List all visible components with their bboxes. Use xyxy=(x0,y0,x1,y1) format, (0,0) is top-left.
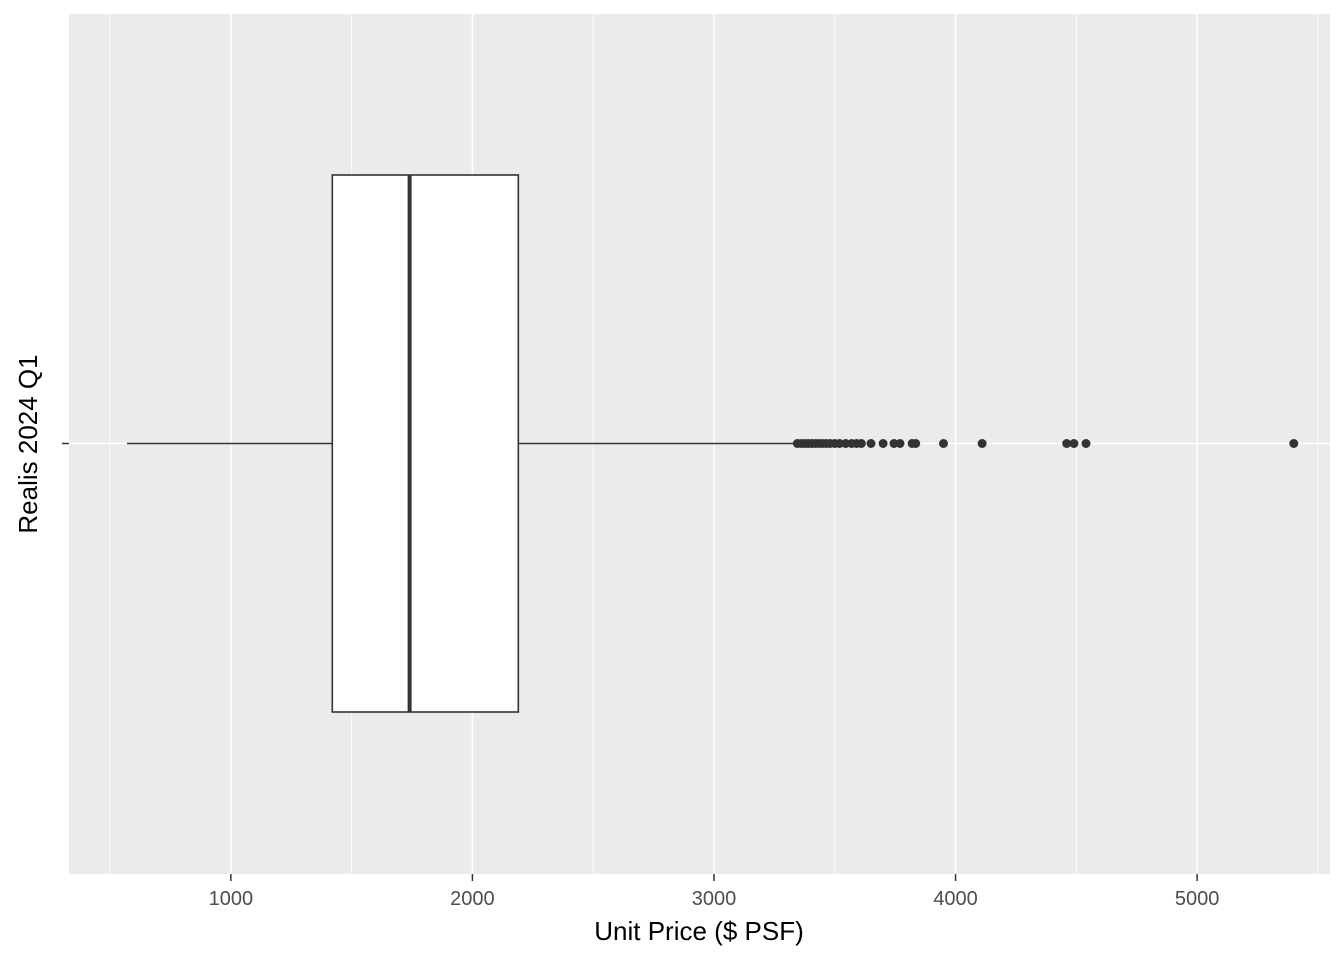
outlier-point xyxy=(856,439,866,448)
interquartile-box xyxy=(331,174,520,713)
x-tick-label: 2000 xyxy=(450,888,495,910)
outlier-point xyxy=(1069,439,1079,448)
outlier-point xyxy=(977,439,987,448)
x-tick-label: 5000 xyxy=(1175,888,1220,910)
y-axis-title: Realis 2024 Q1 xyxy=(13,354,43,533)
x-tick-label: 1000 xyxy=(209,888,254,910)
x-axis-ticks xyxy=(230,874,1198,881)
outlier-points xyxy=(792,439,1299,448)
outlier-point xyxy=(895,439,905,448)
outlier-point xyxy=(878,439,888,448)
outlier-point xyxy=(911,439,921,448)
x-tick-label: 4000 xyxy=(933,888,978,910)
outlier-point xyxy=(866,439,876,448)
x-tick-label: 3000 xyxy=(692,888,737,910)
x-axis-title: Unit Price ($ PSF) xyxy=(594,916,804,946)
outlier-point xyxy=(1289,439,1299,448)
x-axis-tick-labels: 1000 2000 3000 4000 5000 xyxy=(209,888,1220,910)
outlier-point xyxy=(1081,439,1091,448)
boxplot-series xyxy=(126,174,797,713)
outlier-point xyxy=(1062,439,1072,448)
outlier-point xyxy=(938,439,948,448)
